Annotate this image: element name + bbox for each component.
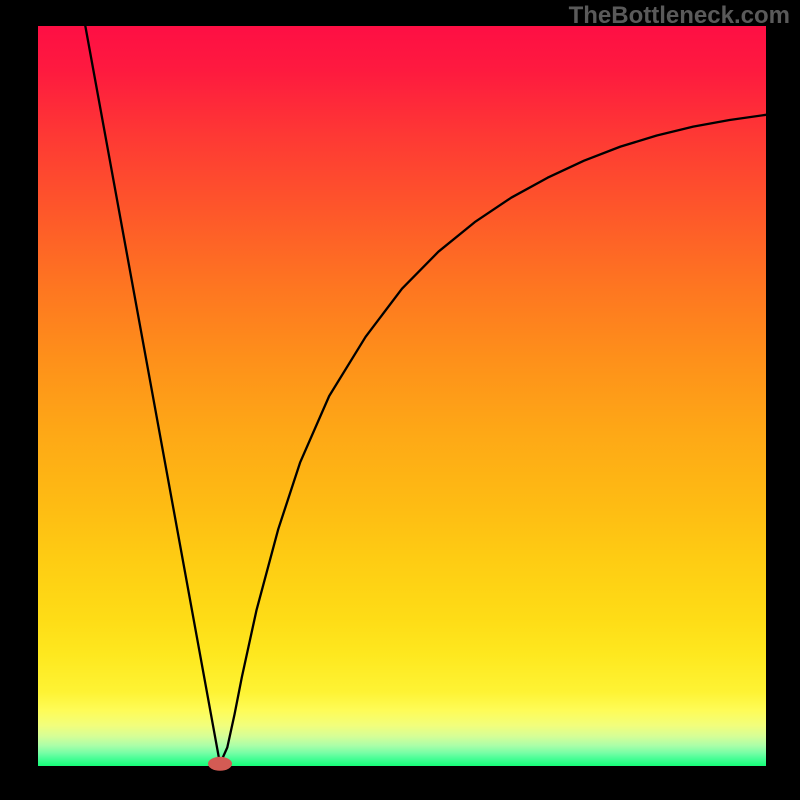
watermark-text: TheBottleneck.com	[569, 2, 790, 30]
optimum-marker	[208, 757, 232, 771]
bottleneck-chart	[0, 0, 800, 800]
chart-container: TheBottleneck.com	[0, 0, 800, 800]
